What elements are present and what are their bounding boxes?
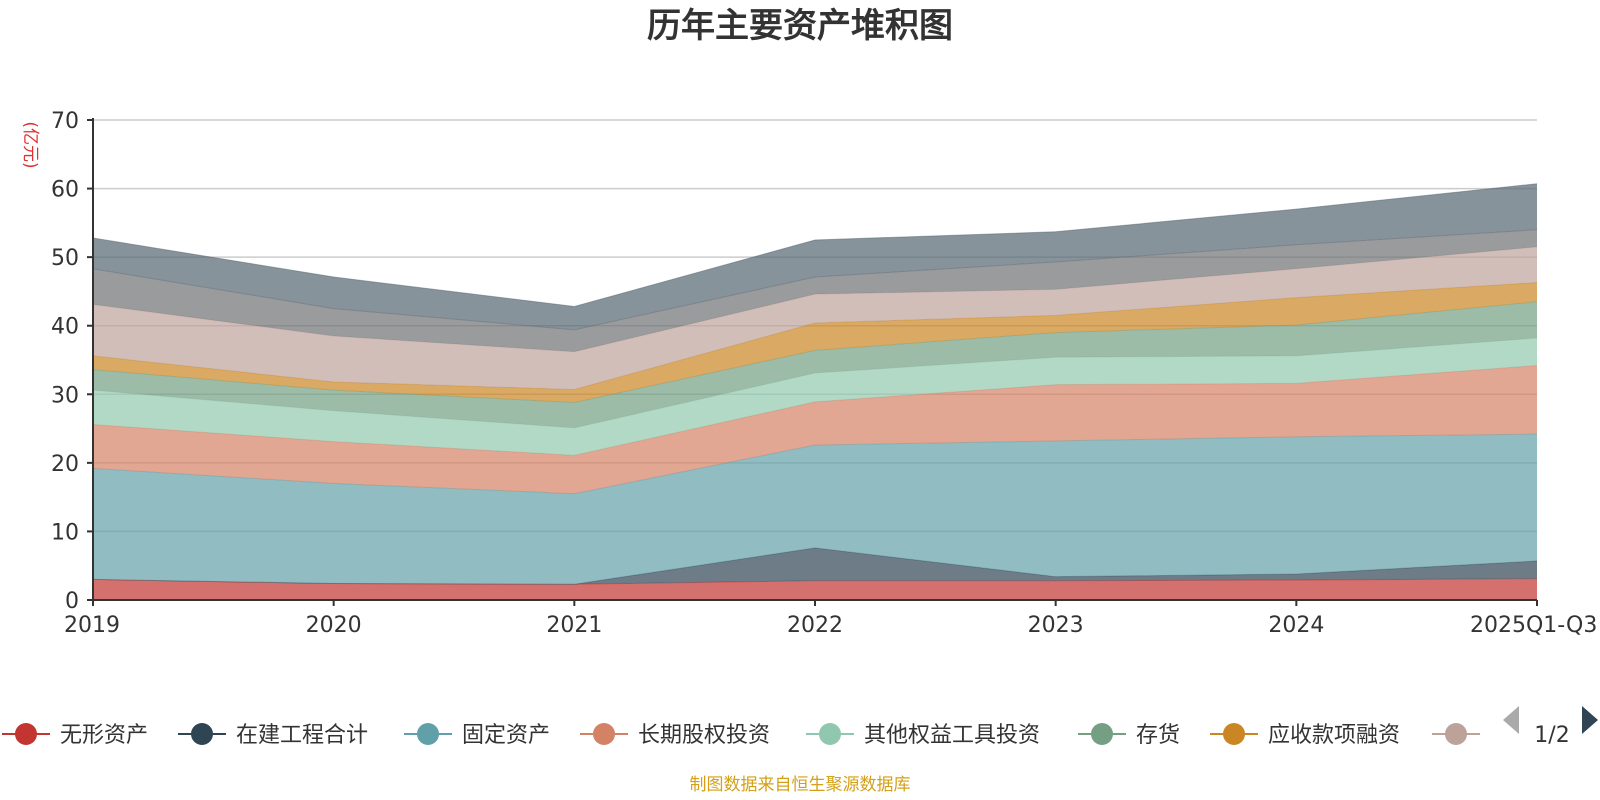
area-series-8 [93,229,1537,352]
legend-item-4[interactable]: 其他权益工具投资 [806,723,1040,748]
legend-item-3[interactable]: 长期股权投资 [580,723,770,748]
legend-marker-icon [417,723,439,745]
chart-title: 历年主要资产堆积图 [647,6,953,46]
y-tick-label: 10 [51,520,79,545]
legend-item-5[interactable]: 存货 [1078,723,1180,748]
y-tick-label: 70 [51,109,79,134]
legend-label: 其他权益工具投资 [864,723,1040,748]
x-tick-label: 2019 [64,613,120,638]
legend-next-icon[interactable] [1582,706,1598,734]
y-tick-label: 20 [51,452,79,477]
x-tick-label: 2025Q1-Q3 [1470,613,1597,638]
area-series-7 [93,246,1537,390]
legend-marker-icon [819,723,841,745]
legend-label: 长期股权投资 [638,723,770,748]
legend-item-6[interactable]: 应收款项融资 [1210,723,1400,748]
x-tick-label: 2022 [787,613,843,638]
legend-label: 在建工程合计 [236,723,368,748]
legend-marker-icon [1091,723,1113,745]
source-note: 制图数据来自恒生聚源数据库 [690,775,911,795]
legend-item-1[interactable]: 在建工程合计 [178,723,368,748]
area-series-6 [93,282,1537,403]
area-series-3 [93,365,1537,494]
x-tick-label: 2024 [1268,613,1324,638]
area-line-9 [92,183,1538,308]
legend-label: 存货 [1136,723,1180,748]
area-series-2 [93,434,1537,585]
legend-marker-icon [1445,723,1467,745]
area-line-4 [92,337,1538,429]
axes [87,118,1538,606]
area-series-1 [93,547,1537,585]
area-line-1 [92,547,1538,585]
area-series [92,183,1538,600]
y-axis-label: (亿元) [20,121,40,168]
area-series-9 [93,183,1537,330]
area-series-4 [93,338,1537,456]
legend-marker-icon [15,723,37,745]
legend: 无形资产 在建工程合计 固定资产 长期股权投资 其他权益工具投资 存货 应收款项融资 [2,723,1480,748]
legend-pager: 1/2 [1503,706,1598,748]
legend-marker-icon [593,723,615,745]
legend-item-2[interactable]: 固定资产 [404,723,550,748]
y-tick-label: 60 [51,178,79,203]
legend-marker-icon [1223,723,1245,745]
x-tick-label: 2023 [1028,613,1084,638]
legend-item-0[interactable]: 无形资产 [2,723,148,748]
tick-labels: 0 10 20 30 40 50 60 70 2019 2020 2021 2022 2023 2024 2… [51,109,1597,638]
legend-page-indicator: 1/2 [1534,723,1569,748]
legend-label: 应收款项融资 [1268,723,1400,748]
x-tick-label: 2020 [306,613,362,638]
y-tick-label: 40 [51,315,79,340]
y-tick-label: 30 [51,383,79,408]
y-tick-label: 0 [65,589,79,614]
legend-label: 无形资产 [60,723,148,748]
y-tick-label: 50 [51,246,79,271]
legend-label: 固定资产 [462,723,550,748]
x-tick-label: 2021 [546,613,602,638]
legend-prev-icon[interactable] [1503,706,1519,734]
legend-item-7[interactable] [1432,723,1480,745]
legend-marker-icon [191,723,213,745]
